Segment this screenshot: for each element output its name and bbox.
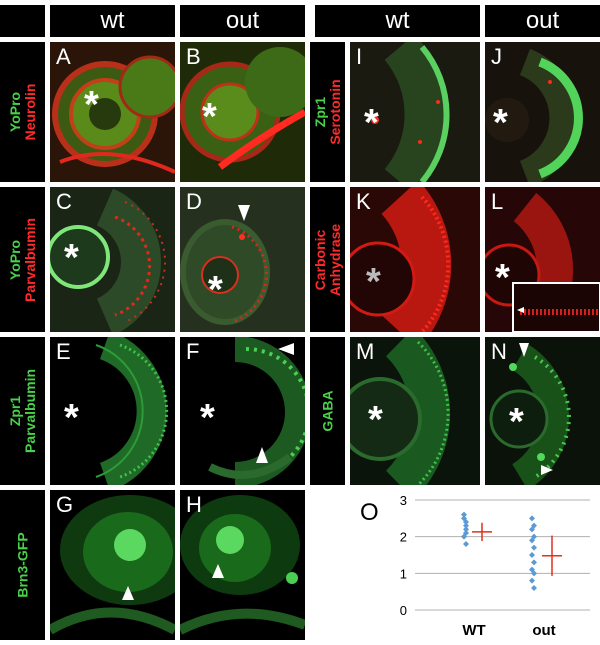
data-point bbox=[529, 515, 535, 522]
lens-marker-i: * bbox=[364, 102, 379, 144]
panel-n: N * bbox=[485, 337, 600, 485]
data-point bbox=[531, 544, 537, 551]
panel-label-e: E bbox=[56, 339, 71, 364]
data-point bbox=[463, 541, 469, 547]
scatter-plot-panel: 0 1 2 3 O WT out bbox=[315, 490, 600, 640]
data-point bbox=[529, 526, 535, 533]
lens-marker-j: * bbox=[493, 102, 508, 144]
arrowhead-h bbox=[212, 564, 224, 578]
header-wt-left: wt bbox=[50, 5, 175, 37]
arrowhead-n-bottom bbox=[541, 465, 553, 475]
data-point bbox=[529, 537, 535, 544]
data-point bbox=[529, 552, 535, 558]
label-zpr1: Zpr1 bbox=[6, 395, 23, 427]
label-yopro: YoPro bbox=[6, 91, 23, 133]
panel-label-c: C bbox=[56, 189, 72, 214]
header-wt-right: wt bbox=[315, 5, 480, 37]
lens-marker-f: * bbox=[200, 397, 215, 439]
panel-d: D * bbox=[180, 187, 305, 332]
header-spacer-left bbox=[0, 5, 45, 37]
label-parvalbumin: Parvalbumin bbox=[21, 217, 38, 302]
lens-marker-m: * bbox=[368, 399, 383, 441]
data-point bbox=[529, 566, 535, 573]
label-brn3-gfp: Brn3-GFP bbox=[14, 532, 30, 598]
scatter-plot-svg: 0 1 2 3 O WT out bbox=[360, 493, 590, 639]
arrowhead-f-top bbox=[278, 343, 294, 355]
panel-g: G bbox=[50, 490, 175, 640]
arrowhead-n-top bbox=[519, 343, 529, 357]
category-label: out bbox=[532, 622, 555, 639]
y-tick-label: 3 bbox=[400, 493, 407, 508]
data-point bbox=[529, 577, 535, 584]
lens-marker-e: * bbox=[64, 397, 79, 439]
arrowhead-g bbox=[122, 586, 134, 600]
lens-marker-l: * bbox=[495, 257, 510, 299]
panel-label-h: H bbox=[186, 492, 202, 517]
panel-k: K * bbox=[350, 187, 480, 332]
panel-m: M * bbox=[350, 337, 480, 485]
arrowhead-f-bottom bbox=[256, 447, 268, 463]
panel-label-i: I bbox=[356, 44, 363, 69]
data-point bbox=[531, 559, 537, 566]
arrowhead-l-inset bbox=[517, 307, 524, 313]
panel-label-l: L bbox=[491, 189, 504, 214]
header-out-right: out bbox=[485, 5, 600, 37]
panel-label-j: J bbox=[491, 44, 502, 69]
panel-c: C * bbox=[50, 187, 175, 332]
panel-label-n: N bbox=[491, 339, 507, 364]
label-zpr1-2: Zpr1 bbox=[311, 96, 328, 128]
label-carbonic: Carbonic bbox=[311, 229, 328, 290]
category-label: WT bbox=[462, 622, 485, 639]
panel-label-o: O bbox=[360, 499, 379, 526]
row-label-3: Zpr1 Parvalbumin bbox=[0, 337, 45, 485]
data-point bbox=[531, 570, 537, 577]
panel-label-a: A bbox=[56, 44, 71, 69]
data-point bbox=[463, 522, 469, 529]
data-point bbox=[461, 515, 467, 522]
panel-f: F * bbox=[180, 337, 305, 485]
lens-marker-d: * bbox=[208, 269, 223, 311]
panel-label-f: F bbox=[186, 339, 200, 364]
y-tick-label: 0 bbox=[400, 603, 407, 618]
panel-a: A * bbox=[50, 42, 175, 182]
y-tick-label: 1 bbox=[400, 566, 407, 581]
lens-marker-n: * bbox=[509, 401, 524, 443]
lens-marker-a: * bbox=[84, 84, 99, 126]
panel-j: J * bbox=[485, 42, 600, 182]
data-point bbox=[531, 585, 537, 591]
panel-b: B * bbox=[180, 42, 305, 182]
label-anhydrase: Anhydrase bbox=[326, 223, 343, 296]
data-point bbox=[461, 511, 467, 518]
data-point bbox=[531, 533, 537, 540]
lens-marker-c: * bbox=[64, 237, 79, 279]
lens-marker-b: * bbox=[202, 96, 217, 138]
y-tick-label: 2 bbox=[400, 530, 407, 545]
row-label-6: Carbonic Anhydrase bbox=[310, 187, 345, 332]
label-gaba: GABA bbox=[319, 390, 335, 432]
panel-i: I * bbox=[350, 42, 480, 182]
header-out-left: out bbox=[180, 5, 305, 37]
arrowhead-d bbox=[238, 205, 250, 221]
label-serotonin: Serotonin bbox=[326, 79, 343, 145]
panel-label-b: B bbox=[186, 44, 201, 69]
row-label-1: YoPro Neurolin bbox=[0, 42, 45, 182]
panel-h: H bbox=[180, 490, 305, 640]
row-label-7: GABA bbox=[310, 337, 345, 485]
lens-marker-k: * bbox=[366, 261, 381, 303]
panel-l: L * bbox=[485, 187, 600, 332]
panel-e: E * bbox=[50, 337, 175, 485]
data-point bbox=[463, 530, 469, 536]
panel-label-m: M bbox=[356, 339, 375, 364]
row-label-2: YoPro Parvalbumin bbox=[0, 187, 45, 332]
label-parvalbumin-green: Parvalbumin bbox=[21, 368, 38, 454]
panel-label-d: D bbox=[186, 189, 202, 214]
label-yopro-2: YoPro bbox=[6, 239, 23, 280]
label-neurolin: Neurolin bbox=[21, 83, 38, 141]
row-label-4: Brn3-GFP bbox=[0, 490, 45, 640]
panel-label-k: K bbox=[356, 189, 371, 214]
data-point bbox=[463, 526, 469, 533]
data-point bbox=[531, 522, 537, 529]
row-label-5: Zpr1 Serotonin bbox=[310, 42, 345, 182]
panel-label-g: G bbox=[56, 492, 74, 517]
